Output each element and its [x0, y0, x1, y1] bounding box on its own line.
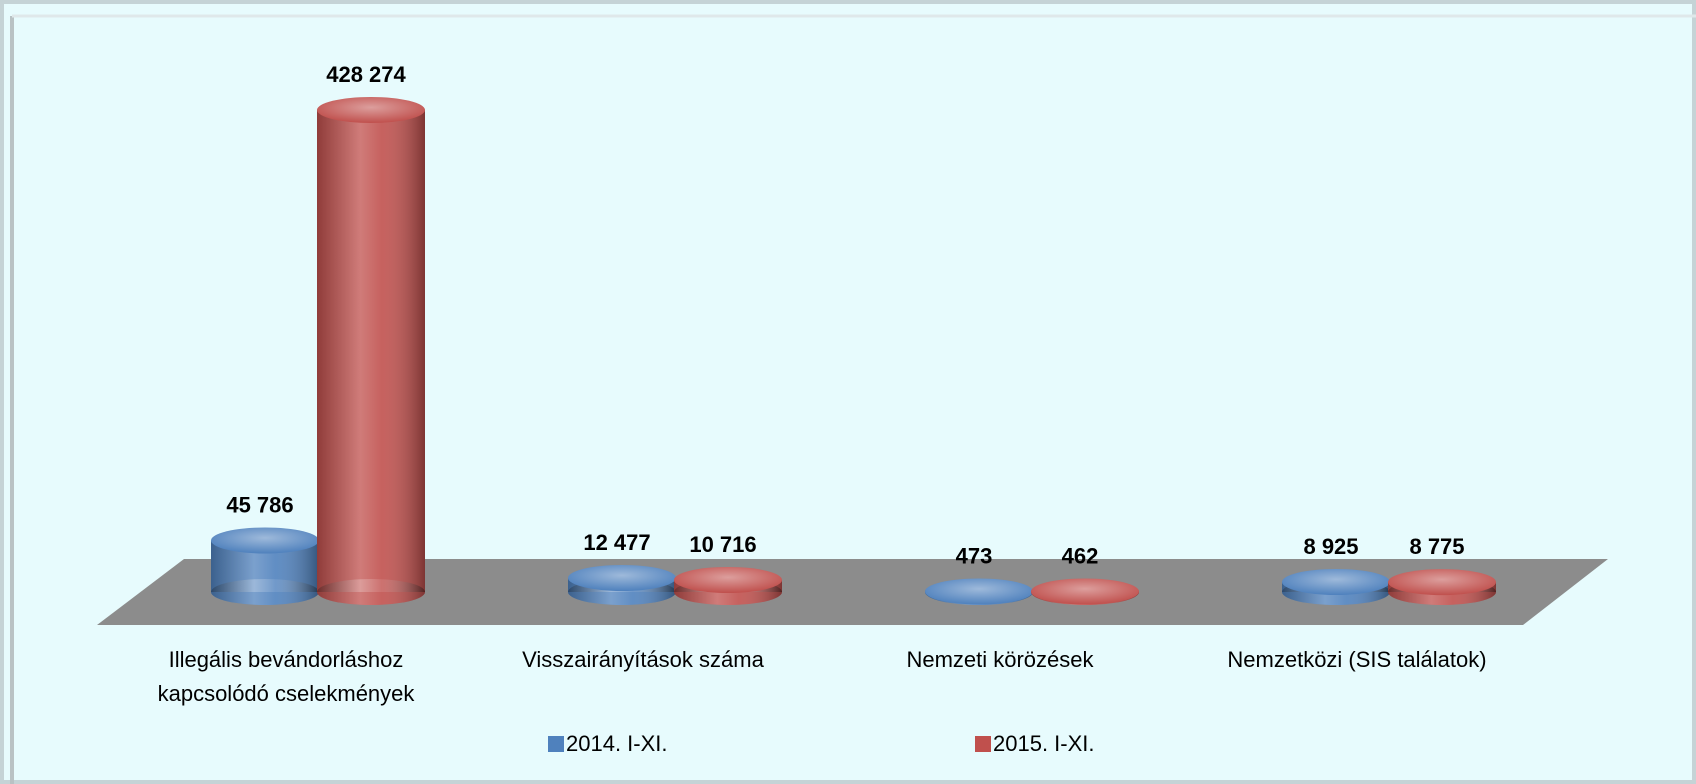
bar-top-shade — [1031, 578, 1139, 605]
legend-swatch — [975, 736, 991, 752]
value-label: 428 274 — [326, 62, 406, 87]
bar — [317, 97, 425, 605]
bar-top-shade — [317, 97, 425, 123]
legend-swatch — [548, 736, 564, 752]
bars — [211, 97, 1496, 605]
bar — [211, 527, 319, 605]
bar-bottom-shade — [211, 579, 319, 605]
legend-label: 2015. I-XI. — [993, 731, 1095, 756]
value-label: 473 — [956, 543, 993, 568]
bar — [1282, 568, 1390, 605]
x-tick-label: Nemzeti körözések — [906, 647, 1094, 672]
value-label: 10 716 — [689, 532, 756, 557]
value-label: 462 — [1062, 543, 1099, 568]
bar-top-shade — [211, 527, 319, 554]
legend-label: 2014. I-XI. — [566, 731, 668, 756]
bar-bottom-shade — [317, 579, 425, 605]
bar — [568, 564, 676, 605]
bar-shade — [317, 110, 425, 592]
x-tick-label: Illegális bevándorláshoz kapcsolódó csel… — [157, 647, 415, 706]
bar-top-shade — [925, 578, 1033, 605]
bar-top-shade — [674, 566, 782, 593]
value-label: 8 925 — [1303, 534, 1358, 559]
bar-top-shade — [1388, 569, 1496, 596]
value-label: 45 786 — [226, 492, 293, 517]
bar — [1031, 578, 1139, 605]
bar-top-shade — [568, 564, 676, 591]
bar — [1388, 569, 1496, 605]
value-label: 12 477 — [583, 530, 650, 555]
value-label: 8 775 — [1409, 534, 1464, 559]
x-tick-label: Visszairányítások száma — [522, 647, 764, 672]
floor — [97, 559, 1608, 625]
bar-top-shade — [1282, 568, 1390, 595]
bar — [674, 566, 782, 605]
bar — [925, 578, 1033, 605]
x-tick-label: Nemzetközi (SIS találatok) — [1227, 647, 1487, 672]
